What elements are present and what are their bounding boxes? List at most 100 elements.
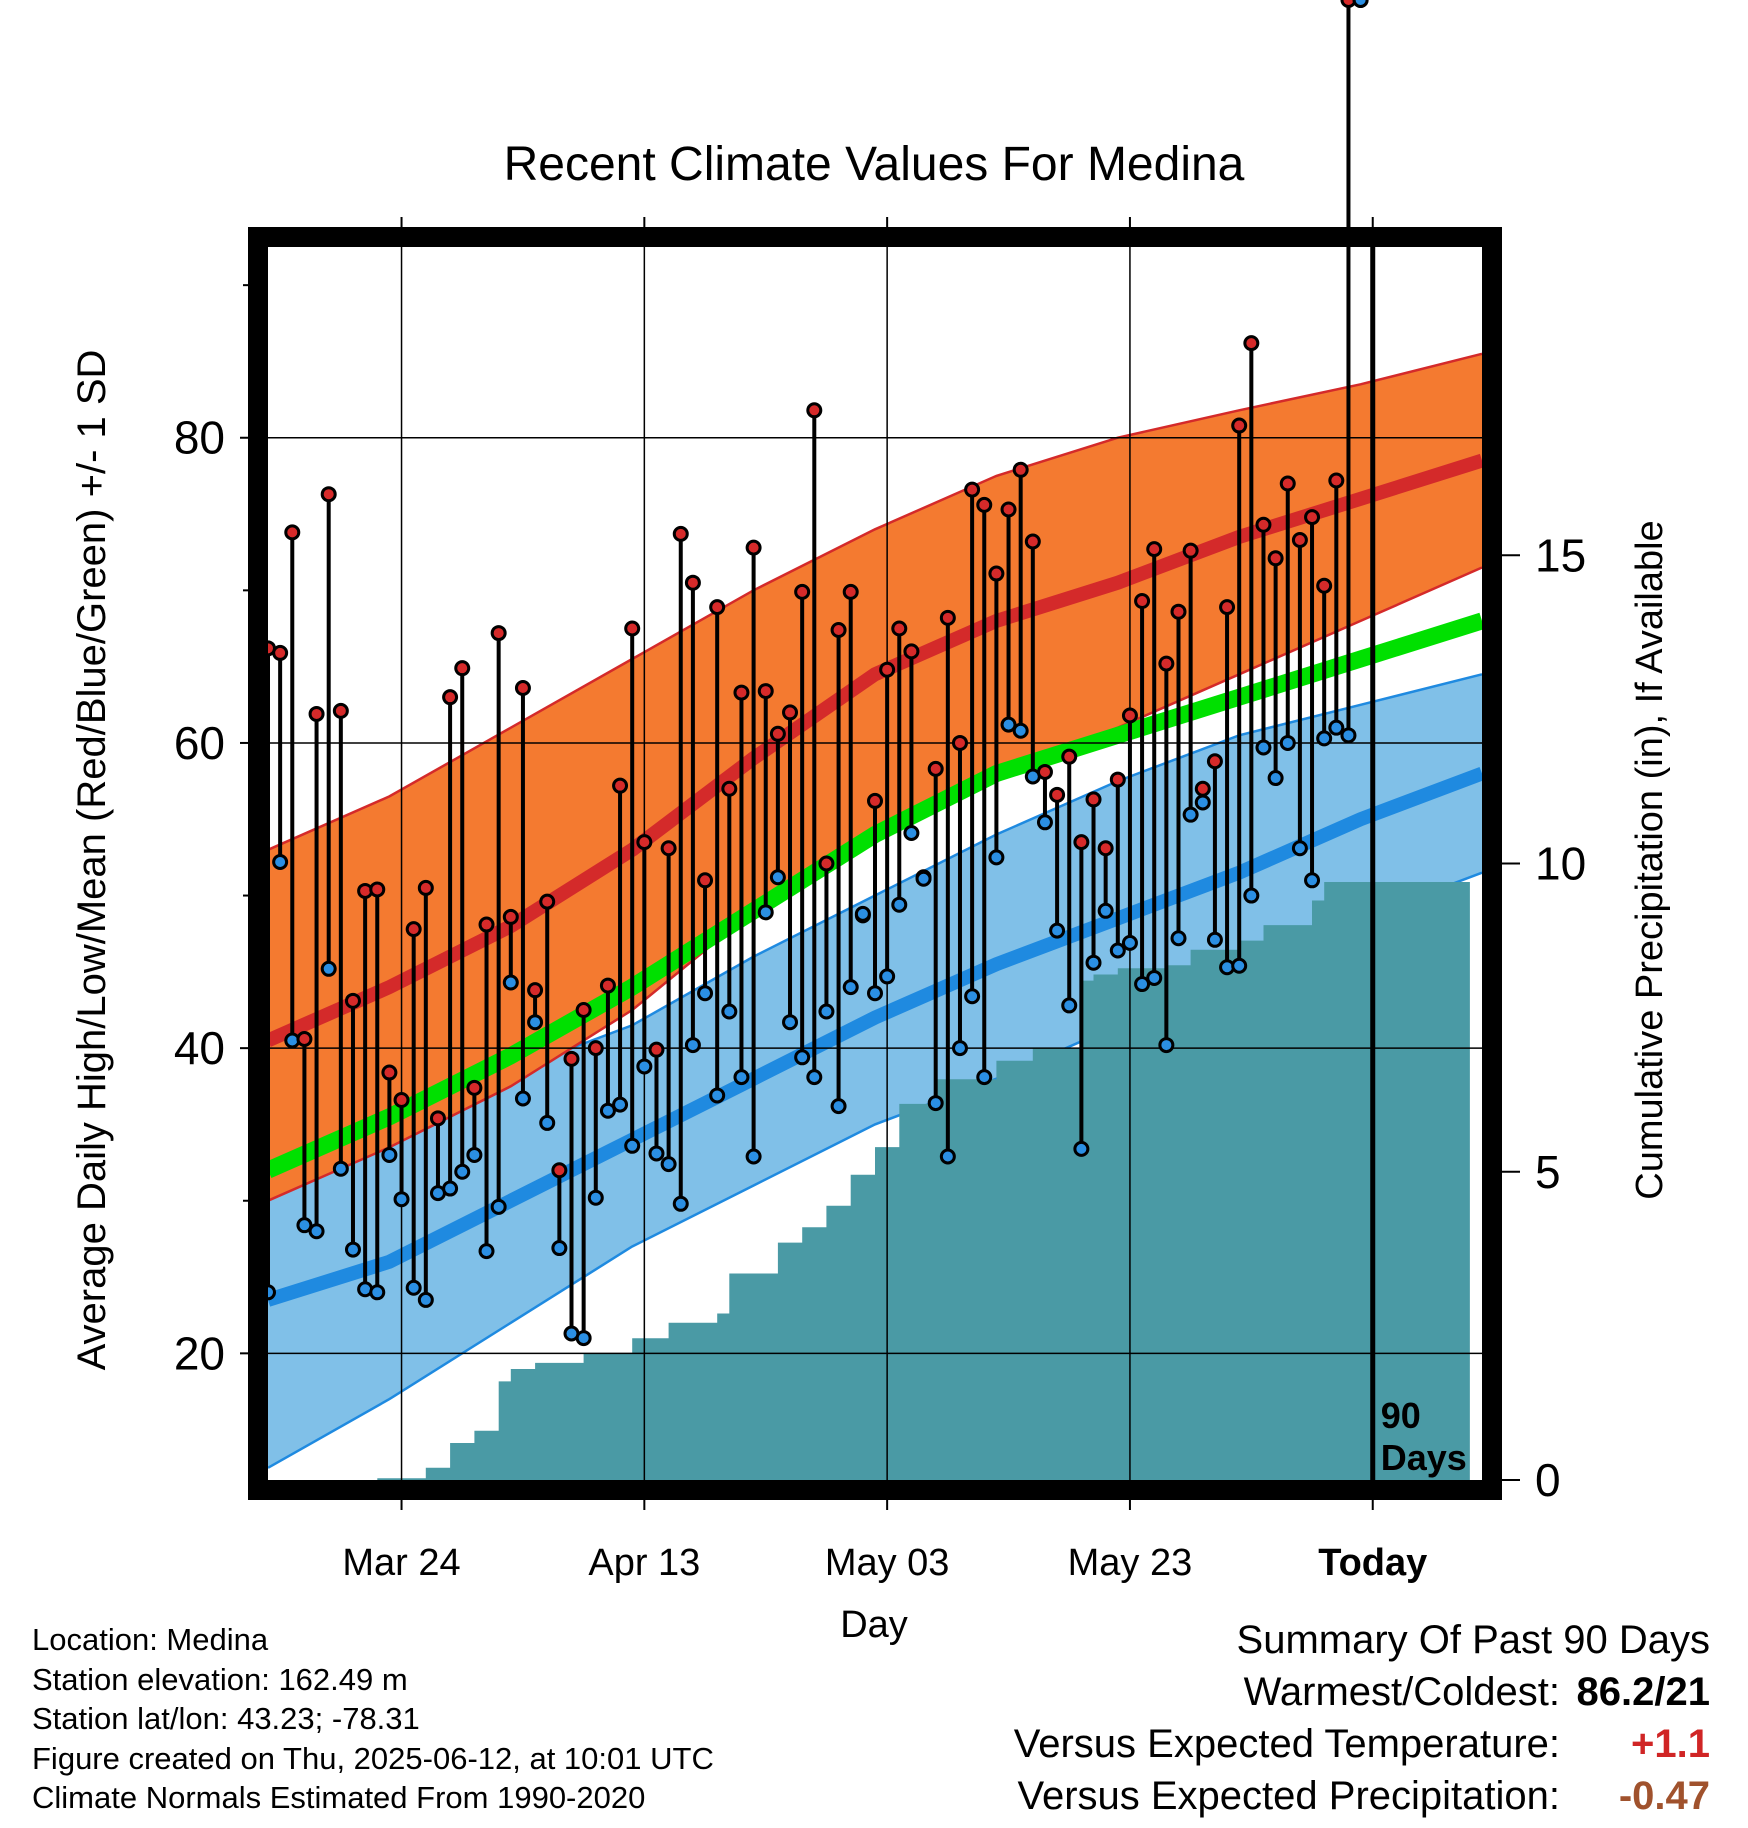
low-point [1097,902,1114,919]
high-point [1158,655,1175,672]
low-point [1134,976,1151,993]
high-point [1024,533,1041,550]
warmest-coldest-value: 86.2/21 [1576,1670,1710,1714]
high-point [1085,791,1102,808]
low-point [709,1087,726,1104]
y2-tick-label: 5 [1535,1146,1561,1198]
normals-text: Climate Normals Estimated From 1990-2020 [32,1780,646,1815]
axes: 20 40 60 80 0 5 10 15 Mar 24 Apr 13 May 03 May 23 To… [174,217,1586,1584]
low-point [454,1163,471,1180]
high-point [842,583,859,600]
high-point [551,1162,568,1179]
high-point [320,486,337,503]
normal-high-line [265,453,1485,1047]
high-point [466,1079,483,1096]
low-point [964,988,981,1005]
low-point [575,1330,592,1347]
high-point [1012,461,1029,478]
high-point [1036,763,1053,780]
high-point [939,609,956,626]
high-point [1304,509,1321,526]
high-point [1000,501,1017,518]
low-point [1267,770,1284,787]
high-point [1182,542,1199,559]
low-point [879,968,896,985]
high-point [1109,771,1126,788]
high-point [684,574,701,591]
high-point [697,872,714,889]
low-point [1049,922,1066,939]
high-point [1097,840,1114,857]
low-point [951,1040,968,1057]
y2-tick-label: 10 [1535,838,1586,890]
x-tick-label: May 03 [825,1542,950,1584]
low-point [891,896,908,913]
low-point [769,869,786,886]
plot-frame [248,227,1502,1500]
low-point [1061,997,1078,1014]
high-point [806,402,823,419]
precipitation-series [268,882,1470,1480]
low-point [648,1145,665,1162]
high-point [879,661,896,678]
high-point [1146,541,1163,558]
low-point [381,1146,398,1163]
high-point [308,705,325,722]
high-point [672,525,689,542]
high-point [1243,335,1260,352]
high-point [624,620,641,637]
high-point [599,977,616,994]
high-point [612,777,629,794]
y2-tick-label: 0 [1535,1454,1561,1506]
low-point [587,1189,604,1206]
today-window-label-number: 90 [1381,1395,1421,1436]
low-point [1073,1140,1090,1157]
low-point [1182,806,1199,823]
low-point [1316,730,1333,747]
high-point [563,1050,580,1067]
low-point [1243,887,1260,904]
high-point [1206,753,1223,770]
low-point [417,1291,434,1308]
low-point [344,1241,361,1258]
low-point [466,1146,483,1163]
low-point [1085,954,1102,971]
low-point [684,1037,701,1054]
high-point [830,622,847,639]
low-point [842,979,859,996]
low-point [612,1096,629,1113]
high-point [648,1041,665,1058]
high-point [733,684,750,701]
low-point [867,985,883,1002]
low-point [854,905,871,922]
created-text: Figure created on Thu, 2025-06-12, at 10… [32,1740,714,1776]
high-point [272,644,289,661]
low-point [1231,957,1248,974]
high-point [1134,593,1151,610]
low-point [332,1160,349,1177]
high-point [1340,0,1357,8]
chart-title: Recent Climate Values For Medina [504,138,1245,191]
high-point [891,620,908,637]
normal-low-line [265,766,1485,1307]
low-point [1012,722,1029,739]
high-point [636,834,653,851]
low-point [296,1217,313,1234]
low-point [1036,814,1053,831]
station-info: Location: Medina Station elevation: 162.… [32,1620,714,1818]
high-point [344,992,361,1009]
high-point [1170,603,1187,620]
warmest-coldest-label: Warmest/Coldest: [1243,1670,1560,1714]
low-point [745,1148,762,1165]
low-point [782,1014,799,1031]
high-point [1121,707,1138,724]
x-tick-label: Mar 24 [342,1542,460,1584]
low-point [527,1014,544,1031]
x-tick-label: Apr 13 [588,1542,700,1584]
high-point [454,660,471,677]
low-point [624,1137,641,1154]
high-point [1061,748,1078,765]
precipitation-departure-value: -0.47 [1618,1774,1710,1818]
high-point [1219,599,1236,616]
high-point [1073,834,1090,851]
